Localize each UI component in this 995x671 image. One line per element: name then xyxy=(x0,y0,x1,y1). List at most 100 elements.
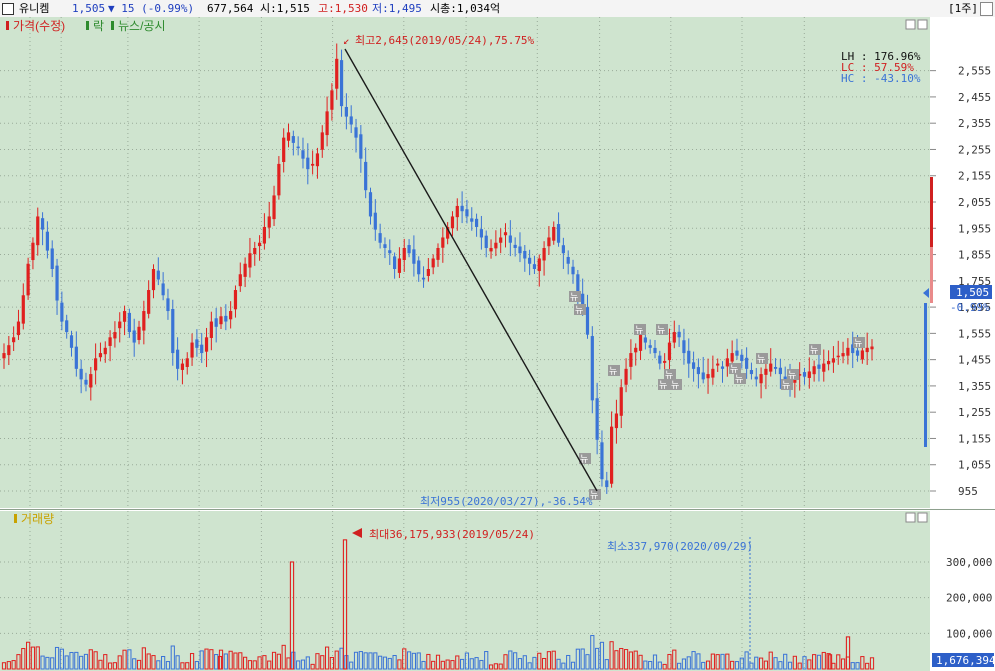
price-tick-label: 1,355 xyxy=(958,380,991,393)
volume-panel-minimize-icon[interactable] xyxy=(905,512,916,523)
candle-body xyxy=(12,337,16,343)
price-tick-label: 955 xyxy=(958,485,978,498)
news-marker-icon[interactable] xyxy=(574,304,586,315)
candle-body xyxy=(619,387,623,416)
news-marker-icon[interactable] xyxy=(664,369,676,380)
candle-body xyxy=(335,58,339,89)
price-change: ▼ 15 (-0.99%) xyxy=(108,2,195,15)
price-panel-bg xyxy=(0,17,930,508)
volume-bar xyxy=(127,649,132,670)
news-marker-icon[interactable] xyxy=(656,324,668,335)
news-marker-icon[interactable] xyxy=(670,379,682,390)
stock-chart[interactable]: 955 1,055 1,155 1,255 1,355 1,455 1,555 1,655 1,… xyxy=(0,17,995,671)
stock-name[interactable]: 유니켐 xyxy=(19,2,50,15)
news-marker-icon[interactable] xyxy=(634,324,646,335)
volume-bar xyxy=(792,655,797,670)
volume-bar xyxy=(725,653,730,670)
vol-max-annotation: 최대36,175,933(2019/05/24) xyxy=(369,528,535,541)
volume-bar xyxy=(604,659,609,670)
candle-body xyxy=(532,264,537,269)
volume-bar xyxy=(165,661,171,670)
volume-panel-close-icon[interactable] xyxy=(917,512,928,523)
volume-bar xyxy=(373,652,378,670)
volume-bar xyxy=(363,652,368,670)
news-marker-icon[interactable] xyxy=(658,379,670,390)
news-marker-icon[interactable] xyxy=(787,369,799,380)
candle-body xyxy=(542,247,546,261)
volume-bar xyxy=(185,662,190,670)
volume-bar xyxy=(136,659,142,670)
candle-body xyxy=(349,116,353,125)
candle-body xyxy=(691,362,696,369)
volume-bar xyxy=(710,653,715,670)
volume-bar xyxy=(705,660,711,670)
volume-bar xyxy=(763,660,769,670)
candle-body xyxy=(740,354,744,361)
volume-bar xyxy=(440,660,445,670)
news-marker-icon[interactable] xyxy=(589,489,601,500)
volume-legend-label[interactable]: 거래량 xyxy=(21,512,54,526)
price-legend-label[interactable]: 가격(수정) xyxy=(13,19,65,33)
volume-tick-label: 100,000 xyxy=(946,627,992,640)
volume-tick-label: 300,000 xyxy=(946,556,992,569)
volume-bar xyxy=(305,656,310,670)
candle-body xyxy=(624,368,628,385)
candle-body xyxy=(21,295,25,324)
volume-text: 677,564 xyxy=(207,2,254,15)
volume-bar xyxy=(1,662,7,670)
scroll-right-icon[interactable] xyxy=(980,2,993,16)
candle-body xyxy=(508,235,512,243)
candle-body xyxy=(547,237,551,247)
candle-body xyxy=(653,347,657,354)
candle-body xyxy=(643,337,647,343)
news-marker-label: 뉴 xyxy=(810,345,818,356)
news-marker-icon[interactable] xyxy=(579,453,591,464)
candle-body xyxy=(301,150,305,159)
volume-bar xyxy=(54,646,60,670)
volume-bar xyxy=(720,653,725,670)
news-marker-icon[interactable] xyxy=(756,353,768,364)
news-marker-icon[interactable] xyxy=(781,379,793,390)
candle-body xyxy=(282,137,286,163)
candle-body xyxy=(315,153,320,167)
price-tick-label: 1,855 xyxy=(958,249,991,262)
news-legend-label[interactable]: 뉴스/공시 xyxy=(118,19,166,33)
volume-bar xyxy=(802,656,807,670)
news-marker-icon[interactable] xyxy=(809,344,821,355)
trend-line[interactable] xyxy=(344,48,598,492)
volume-bar xyxy=(517,658,523,670)
news-marker-icon[interactable] xyxy=(729,363,741,374)
volume-bar xyxy=(435,654,441,670)
news-marker-icon[interactable] xyxy=(853,337,865,348)
candle-body xyxy=(142,311,146,331)
volume-bar xyxy=(170,645,175,670)
volume-bar xyxy=(161,656,166,670)
high-arrow-icon: ↙ xyxy=(343,34,350,47)
price-tick-label: 2,255 xyxy=(958,143,991,156)
volume-bar xyxy=(464,652,470,670)
volume-bar xyxy=(758,657,764,670)
news-marker-icon[interactable] xyxy=(734,373,746,384)
candle-body xyxy=(595,398,599,440)
price-tick-label: 1,155 xyxy=(958,432,991,445)
window-menu-icon[interactable] xyxy=(2,3,14,15)
price-panel-close-icon[interactable] xyxy=(917,19,928,30)
news-marker-icon[interactable] xyxy=(569,291,581,302)
candle-body xyxy=(156,270,160,280)
volume-bar xyxy=(103,654,108,670)
current-volume-tag xyxy=(932,653,994,667)
candle-body xyxy=(16,321,21,336)
unit-button[interactable]: [1주] xyxy=(948,2,978,15)
volume-bar xyxy=(397,659,402,670)
volume-bar xyxy=(840,658,846,670)
price-panel-minimize-icon[interactable] xyxy=(905,19,916,30)
candle-body xyxy=(118,321,122,329)
candle-body xyxy=(812,366,816,375)
volume-bar xyxy=(204,648,209,670)
volume-bar-peak xyxy=(289,561,295,670)
rak-legend-label[interactable]: 락 xyxy=(93,19,104,33)
candle-body xyxy=(98,353,103,358)
news-marker-icon[interactable] xyxy=(608,365,620,376)
volume-bar xyxy=(783,653,788,670)
